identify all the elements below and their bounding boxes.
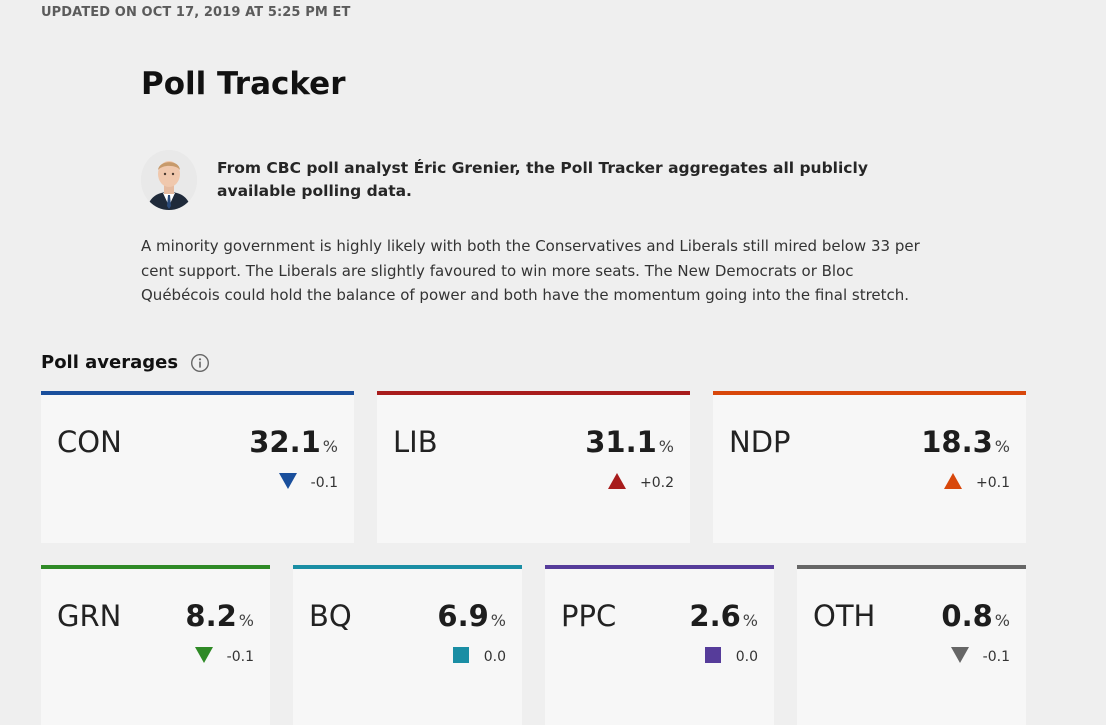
party-change: 0.0	[452, 647, 506, 667]
summary-text: A minority government is highly likely w…	[141, 237, 920, 304]
triangle-up-icon	[608, 473, 626, 493]
triangle-down-icon	[950, 647, 969, 667]
party-change: -0.1	[278, 473, 338, 493]
party-card-con: CON 32.1% -0.1	[41, 391, 354, 543]
percent-sign: %	[490, 611, 506, 630]
party-average-value: 32.1	[249, 425, 321, 459]
info-icon[interactable]	[190, 353, 210, 373]
triangle-up-icon	[944, 473, 962, 493]
party-average: 0.8%	[941, 599, 1010, 633]
percent-sign: %	[322, 437, 338, 456]
party-card-ppc: PPC 2.6% 0.0	[545, 565, 774, 725]
party-average: 2.6%	[689, 599, 758, 633]
poll-averages-title: Poll averages	[41, 352, 179, 373]
party-card-lib: LIB 31.1% +0.2	[377, 391, 690, 543]
party-change-value: -0.1	[310, 475, 338, 491]
updated-timestamp: UPDATED ON OCT 17, 2019 AT 5:25 PM ET	[41, 5, 351, 20]
page-title: Poll Tracker	[141, 66, 346, 102]
party-card-grn: GRN 8.2% -0.1	[41, 565, 270, 725]
party-average: 31.1%	[585, 425, 674, 459]
author-avatar	[141, 150, 197, 210]
no-change-square-icon	[452, 647, 470, 667]
percent-sign: %	[994, 611, 1010, 630]
triangle-down-icon	[278, 473, 297, 493]
party-change-value: 0.0	[483, 649, 506, 665]
party-average-value: 31.1	[585, 425, 657, 459]
party-change-value: +0.1	[976, 475, 1010, 491]
party-average: 8.2%	[185, 599, 254, 633]
party-change: 0.0	[704, 647, 758, 667]
triangle-down-icon	[194, 647, 213, 667]
party-average-value: 6.9	[437, 599, 489, 633]
party-code: BQ	[309, 599, 352, 633]
party-card-ndp: NDP 18.3% +0.1	[713, 391, 1026, 543]
party-average-value: 8.2	[185, 599, 237, 633]
party-change-value: 0.0	[735, 649, 758, 665]
party-change: -0.1	[194, 647, 254, 667]
poll-averages-header: Poll averages	[41, 352, 210, 373]
percent-sign: %	[742, 611, 758, 630]
percent-sign: %	[994, 437, 1010, 456]
party-change-value: +0.2	[640, 475, 674, 491]
party-change: +0.1	[944, 473, 1010, 493]
party-code: NDP	[729, 425, 791, 459]
party-average-value: 2.6	[689, 599, 741, 633]
party-card-oth: OTH 0.8% -0.1	[797, 565, 1026, 725]
party-average-value: 0.8	[941, 599, 993, 633]
party-card-bq: BQ 6.9% 0.0	[293, 565, 522, 725]
party-average: 6.9%	[437, 599, 506, 633]
author-block: From CBC poll analyst Éric Grenier, the …	[141, 150, 941, 212]
party-code: OTH	[813, 599, 876, 633]
party-code: PPC	[561, 599, 617, 633]
party-change-value: -0.1	[226, 649, 254, 665]
party-change-value: -0.1	[982, 649, 1010, 665]
party-average-value: 18.3	[921, 425, 993, 459]
party-code: LIB	[393, 425, 438, 459]
party-change: +0.2	[608, 473, 674, 493]
party-change: -0.1	[950, 647, 1010, 667]
party-code: GRN	[57, 599, 122, 633]
percent-sign: %	[658, 437, 674, 456]
no-change-square-icon	[704, 647, 722, 667]
author-description: From CBC poll analyst Éric Grenier, the …	[217, 159, 868, 200]
percent-sign: %	[238, 611, 254, 630]
party-code: CON	[57, 425, 122, 459]
party-average: 32.1%	[249, 425, 338, 459]
party-average: 18.3%	[921, 425, 1010, 459]
